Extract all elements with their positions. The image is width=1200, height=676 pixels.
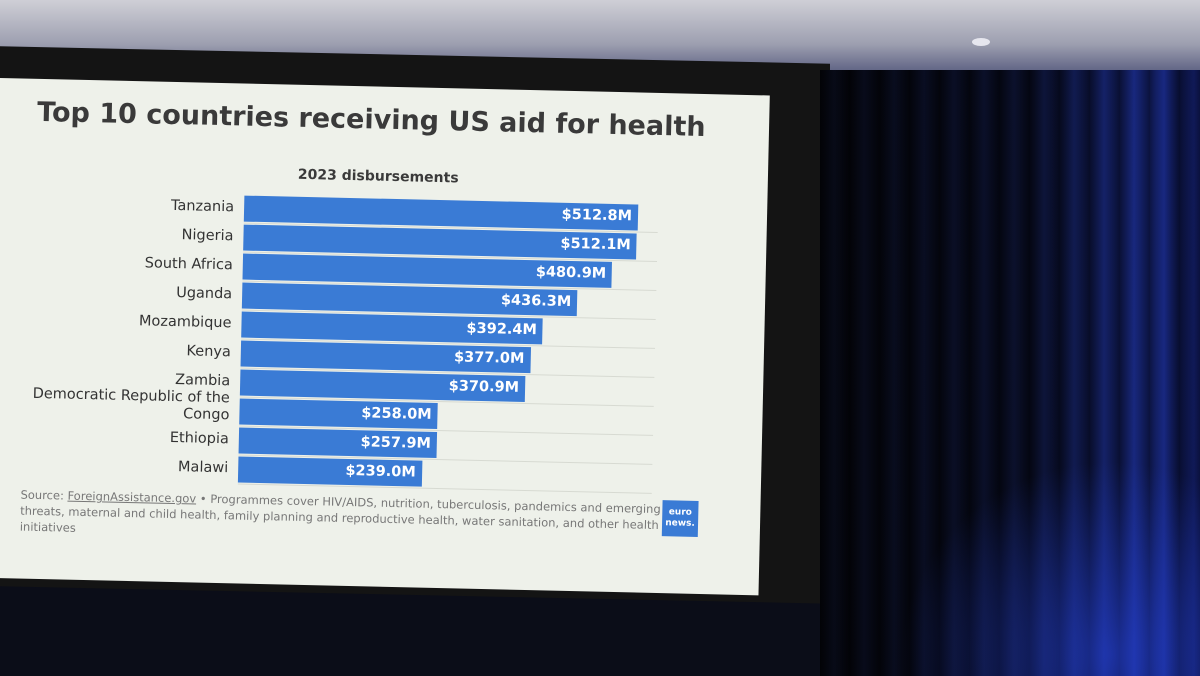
logo-line-2: news.: [665, 518, 695, 529]
category-label: Ethiopia: [169, 429, 230, 448]
bar-value-label: $370.9M: [448, 378, 520, 396]
category-label: Mozambique: [138, 313, 232, 332]
bar-value-label: $258.0M: [361, 405, 432, 423]
ceiling-light: [972, 38, 990, 46]
bar: $258.0M: [239, 398, 438, 430]
bar-value-label: $257.9M: [360, 434, 432, 452]
bar-value-label: $512.8M: [561, 206, 633, 225]
category-label: Nigeria: [181, 227, 234, 245]
blue-stage-light: [900, 460, 1200, 676]
bar-value-label: $436.3M: [500, 292, 572, 311]
bar: $239.0M: [237, 456, 423, 487]
bar-value-label: $377.0M: [453, 349, 525, 367]
source-link[interactable]: ForeignAssistance.gov: [67, 488, 197, 506]
projection-screen: Top 10 countries receiving US aid for he…: [0, 78, 770, 596]
bar-value-label: $239.0M: [345, 462, 416, 481]
bar-value-label: $512.1M: [560, 235, 632, 254]
category-label: Kenya: [186, 343, 232, 361]
source-prefix: Source:: [20, 487, 68, 503]
category-label: Uganda: [176, 285, 233, 303]
category-label: South Africa: [144, 255, 233, 274]
category-label: Malawi: [177, 459, 229, 477]
euronews-logo: euro news.: [661, 500, 699, 537]
bar-value-label: $480.9M: [535, 264, 607, 282]
category-label: Tanzania: [170, 197, 235, 216]
bar: $257.9M: [238, 427, 438, 459]
bar-value-label: $392.4M: [466, 320, 538, 339]
logo-line-1: euro: [668, 507, 692, 518]
category-label: Democratic Republic of the Congo: [32, 385, 230, 424]
